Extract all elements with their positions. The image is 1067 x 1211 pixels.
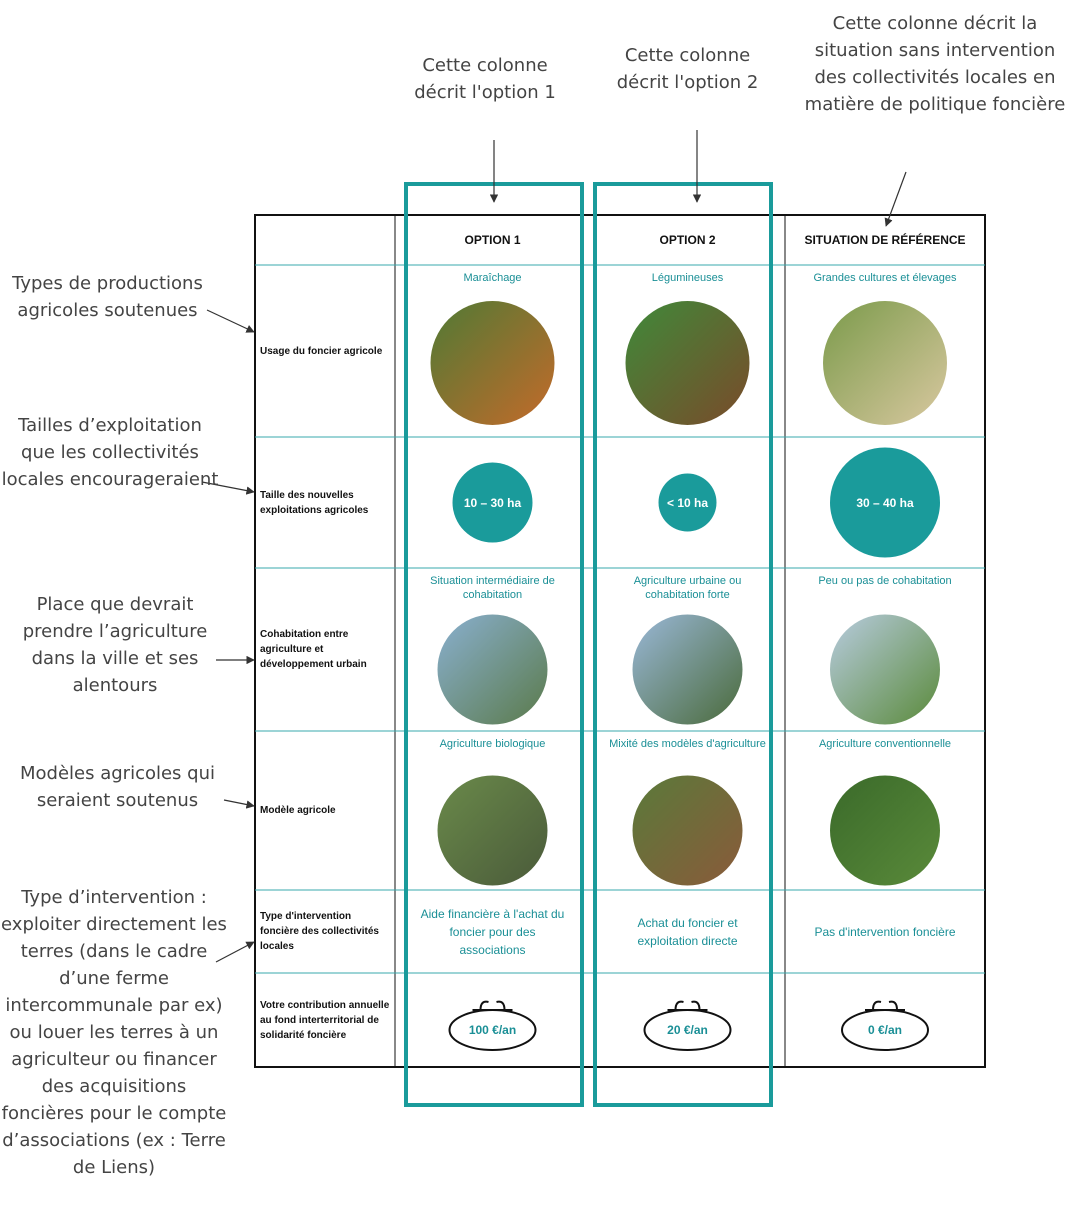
- column-header: OPTION 1: [464, 233, 521, 247]
- contribution: 0 €/an: [867, 1023, 903, 1037]
- column-header: SITUATION DE RÉFÉRENCE: [804, 233, 966, 247]
- cell-caption: Situation intermédiaire de cohabitation: [430, 575, 555, 601]
- purse-clasp: [667, 1000, 708, 1011]
- highlight-col: [593, 182, 773, 1107]
- photo: [437, 614, 548, 725]
- size-circle: [658, 473, 717, 532]
- intervention: Aide financière à l'achat du foncier pou…: [420, 906, 565, 957]
- table-border: [254, 214, 986, 1068]
- cell-caption: Maraîchage: [463, 272, 522, 284]
- farm-size: < 10 ha: [666, 495, 709, 510]
- row-label: Cohabitation entre agriculture et dévelo…: [260, 629, 367, 670]
- cell-caption: Peu ou pas de cohabitation: [818, 575, 952, 587]
- purse-clasp: [865, 1000, 905, 1011]
- photo: [632, 614, 743, 725]
- photo: [823, 301, 947, 425]
- row-label: Votre contribution annuelle au fond inte…: [260, 999, 390, 1041]
- row-label: Modèle agricole: [260, 805, 336, 816]
- farm-size: 10 – 30 ha: [463, 495, 522, 510]
- photo: [830, 775, 940, 886]
- photo: [632, 775, 743, 886]
- photo: [830, 614, 940, 725]
- size-circle: [452, 462, 533, 543]
- row-label: Type d'intervention foncière des collect…: [260, 911, 379, 952]
- row-note: Place que devrait prendre l’agriculture …: [22, 594, 208, 696]
- arrows: [201, 130, 907, 963]
- intervention: Pas d'intervention foncière: [814, 924, 956, 939]
- cell-caption: Agriculture urbaine ou cohabitation fort…: [633, 575, 742, 601]
- row-label: Usage du foncier agricole: [260, 345, 383, 357]
- farm-size: 30 – 40 ha: [856, 495, 914, 510]
- photo: [430, 301, 555, 425]
- column-note: Cette colonne décrit l'option 2: [616, 45, 759, 93]
- row-label: Taille des nouvelles exploitations agric…: [260, 489, 369, 516]
- cell-caption: Grandes cultures et élevages: [813, 272, 957, 284]
- column-note: Cette colonne décrit l'option 1: [414, 55, 556, 103]
- column-note: Cette colonne décrit la situation sans i…: [804, 13, 1066, 115]
- contribution: 100 €/an: [468, 1023, 517, 1037]
- cell-caption: Légumineuses: [651, 272, 724, 284]
- row-note: Modèles agricoles qui seraient soutenus: [20, 763, 215, 811]
- row-lines: [255, 264, 985, 974]
- contribution: 20 €/an: [667, 1023, 708, 1037]
- cell-caption: Agriculture biologique: [439, 738, 546, 750]
- cell-caption: Mixité des modèles d'agriculture: [609, 738, 766, 750]
- row-note: Types de productions agricoles soutenues: [12, 273, 203, 321]
- purse-clasp: [472, 1000, 513, 1011]
- intervention: Achat du foncier et exploitation directe: [637, 915, 738, 948]
- column-header: OPTION 2: [659, 233, 716, 247]
- size-circle: [830, 447, 940, 558]
- photo: [625, 301, 750, 425]
- photo: [437, 775, 548, 886]
- cell-caption: Agriculture conventionnelle: [818, 738, 952, 750]
- row-note: Type d’intervention : exploiter directem…: [1, 887, 227, 1178]
- row-note: Tailles d’exploitation que les collectiv…: [1, 415, 219, 490]
